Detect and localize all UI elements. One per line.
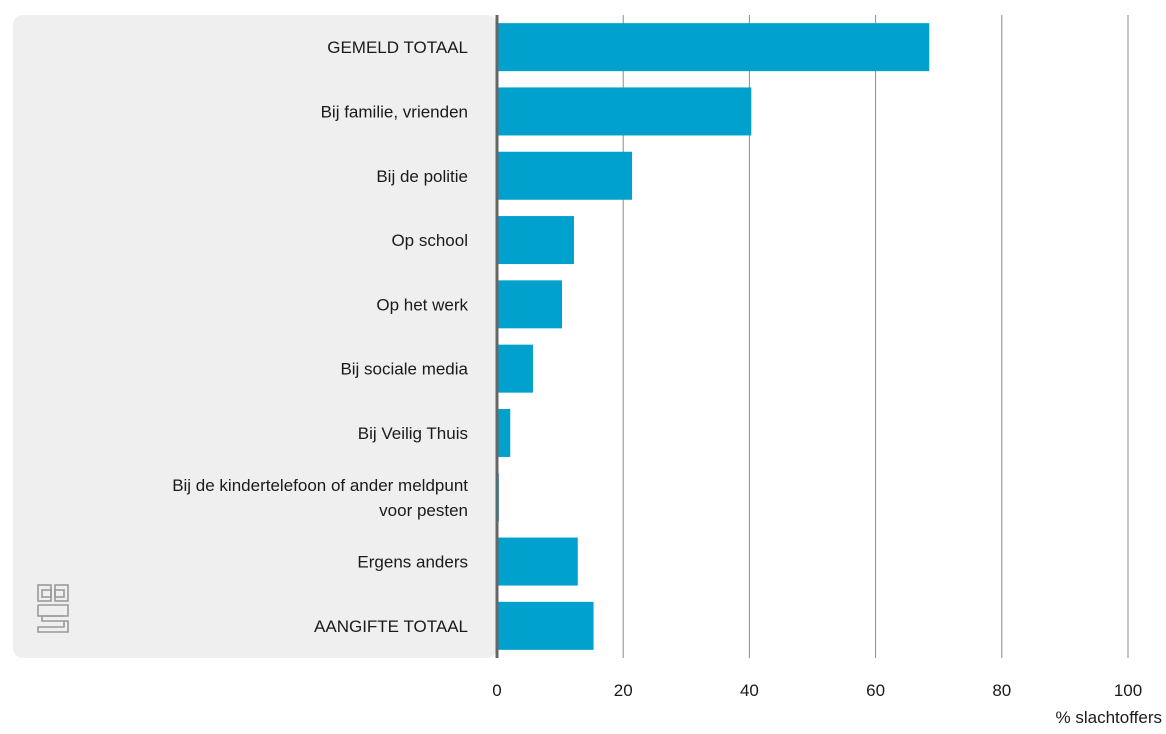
x-axis-label: % slachtoffers [1056,708,1162,727]
bar [497,408,511,457]
grid-lines [622,15,1129,658]
bar [497,151,633,200]
x-tick-label: 60 [866,681,885,700]
category-label: Ergens anders [357,553,468,572]
cbs-logo-icon [37,584,69,633]
bar [497,537,578,586]
bar [497,87,752,136]
bar [497,23,930,72]
category-label: Bij familie, vrienden [321,102,468,121]
category-label: Bij Veilig Thuis [358,424,468,443]
x-tick-labels: 0 20 40 60 80 100 [492,681,1142,700]
x-tick-label: 20 [614,681,633,700]
category-label: voor pesten [379,501,468,520]
category-label: Bij de kindertelefoon of ander meldpunt [172,476,468,495]
category-labels: GEMELD TOTAAL Bij familie, vrienden Bij de… [172,38,468,636]
category-label: Bij de politie [376,167,468,186]
x-tick-label: 0 [492,681,501,700]
label-panel [13,15,497,658]
x-tick-label: 100 [1114,681,1142,700]
category-label: GEMELD TOTAAL [327,38,468,57]
category-label: Op het werk [376,295,468,314]
x-tick-label: 80 [992,681,1011,700]
bar [497,280,562,329]
bar [497,216,574,265]
bar [497,601,594,650]
category-label: Op school [391,231,468,250]
x-tick-label: 40 [740,681,759,700]
bars [497,23,930,650]
category-label: AANGIFTE TOTAAL [314,617,468,636]
bar [497,344,533,393]
category-label: Bij sociale media [340,360,468,379]
